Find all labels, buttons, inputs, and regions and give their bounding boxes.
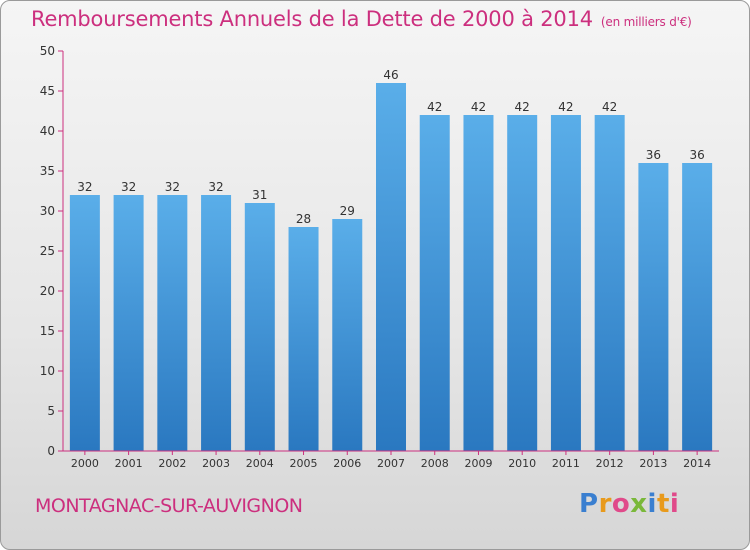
data-label-2010: 42 <box>515 100 530 114</box>
bar-2003 <box>201 195 232 451</box>
logo-letter: r <box>598 489 612 519</box>
x-tick-label-2014: 2014 <box>683 457 711 470</box>
data-label-2000: 32 <box>77 180 92 194</box>
y-tick-label-35: 35 <box>40 164 55 178</box>
data-label-2014: 36 <box>689 148 704 162</box>
logo-letter: i <box>669 489 680 519</box>
x-tick-label-2009: 2009 <box>464 457 492 470</box>
bar-2013 <box>638 163 669 451</box>
commune-name: MONTAGNAC-SUR-AUVIGNON <box>35 495 303 517</box>
bar-2008 <box>419 115 450 451</box>
data-label-2003: 32 <box>208 180 223 194</box>
bar-2011 <box>550 115 581 451</box>
bar-2012 <box>594 115 625 451</box>
bar-2010 <box>507 115 538 451</box>
bar-2002 <box>157 195 188 451</box>
bar-2006 <box>332 219 363 451</box>
x-tick-label-2006: 2006 <box>333 457 361 470</box>
data-label-2006: 29 <box>340 204 355 218</box>
x-tick-label-2007: 2007 <box>377 457 405 470</box>
bar-2004 <box>244 203 275 451</box>
bar-2005 <box>288 227 319 451</box>
chart-unit: (en milliers d'€) <box>600 15 692 29</box>
logo-letter: o <box>611 489 631 519</box>
data-label-2013: 36 <box>646 148 661 162</box>
x-tick-label-2013: 2013 <box>639 457 667 470</box>
logo-letter: i <box>647 489 657 519</box>
x-tick-label-2000: 2000 <box>71 457 99 470</box>
x-tick-label-2005: 2005 <box>290 457 318 470</box>
logo-letter: x <box>630 489 648 519</box>
x-tick-label-2004: 2004 <box>246 457 274 470</box>
y-tick-label-30: 30 <box>40 204 55 218</box>
data-label-2007: 46 <box>383 68 398 82</box>
data-label-2011: 42 <box>558 100 573 114</box>
y-tick-label-45: 45 <box>40 84 55 98</box>
y-tick-label-20: 20 <box>40 284 55 298</box>
bar-2007 <box>376 83 406 451</box>
bar-2009 <box>463 115 494 451</box>
data-label-2002: 32 <box>165 180 180 194</box>
logo-letter: P <box>579 489 599 519</box>
x-tick-label-2003: 2003 <box>202 457 230 470</box>
y-tick-label-5: 5 <box>47 404 55 418</box>
data-label-2012: 42 <box>602 100 617 114</box>
x-tick-label-2002: 2002 <box>158 457 186 470</box>
bar-2000 <box>69 195 100 451</box>
data-label-2005: 28 <box>296 212 311 226</box>
y-tick-label-10: 10 <box>40 364 55 378</box>
logo-letter: t <box>656 489 670 519</box>
bar-2001 <box>113 195 144 451</box>
y-tick-label-0: 0 <box>47 444 55 458</box>
bar-2014 <box>682 163 713 451</box>
y-tick-label-25: 25 <box>40 244 55 258</box>
x-tick-label-2001: 2001 <box>115 457 143 470</box>
data-label-2009: 42 <box>471 100 486 114</box>
chart-title: Remboursements Annuels de la Dette de 20… <box>31 7 692 31</box>
y-tick-label-15: 15 <box>40 324 55 338</box>
x-tick-label-2012: 2012 <box>596 457 624 470</box>
x-tick-label-2008: 2008 <box>421 457 449 470</box>
data-label-2004: 31 <box>252 188 267 202</box>
y-tick-label-40: 40 <box>40 124 55 138</box>
data-label-2008: 42 <box>427 100 442 114</box>
data-label-2001: 32 <box>121 180 136 194</box>
x-tick-label-2011: 2011 <box>552 457 580 470</box>
y-tick-label-50: 50 <box>40 44 55 58</box>
proxiti-logo: Proxiti <box>579 489 679 519</box>
x-tick-label-2010: 2010 <box>508 457 536 470</box>
chart-title-text: Remboursements Annuels de la Dette de 20… <box>31 7 593 31</box>
